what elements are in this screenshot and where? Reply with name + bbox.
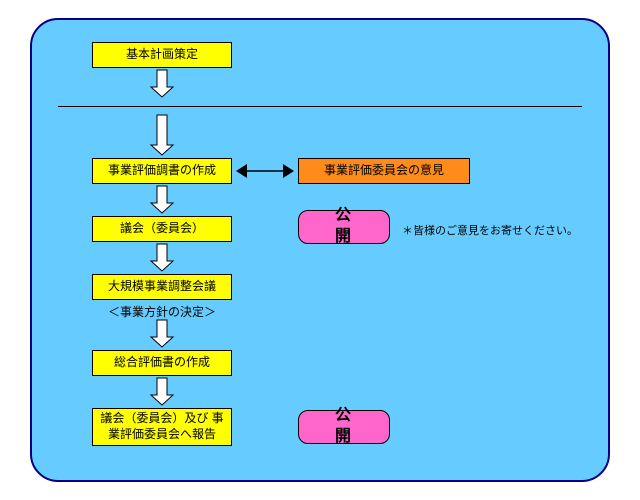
canvas: 基本計画策定 事業評価調書の作成 議会（委員会） 大規模事業調整会議 総合評価書… [0,0,640,500]
down-arrow-icon [150,186,174,214]
label: 大規模事業調整会議 [108,279,216,295]
double-arrow-icon [236,163,294,179]
label: 議会（委員会） [120,221,204,237]
down-arrow-icon [150,115,174,156]
committee-opinion: 事業評価委員会の意見 [298,158,470,184]
public-badge-2: 公開 [298,410,390,444]
down-arrow-icon [150,378,174,406]
label: 総合評価書の作成 [114,355,210,371]
label: 議会（委員会）及び 事業評価委員会へ報告 [97,411,227,442]
down-arrow-icon [150,244,174,272]
step-council: 議会（委員会） [92,216,232,242]
divider-line [58,106,582,107]
footnote: ＊皆様のご意見をお寄せください。 [402,222,578,238]
step-report-to-council: 議会（委員会）及び 事業評価委員会へ報告 [92,408,232,446]
label: 公開 [319,406,385,448]
down-arrow-icon [150,70,174,98]
label: 公開 [319,206,385,248]
decision-caption: ＜事業方針の決定＞ [92,303,232,320]
down-arrow-icon [150,320,174,348]
label: 事業評価調書の作成 [108,163,216,179]
step-large-project-mtg: 大規模事業調整会議 [92,274,232,300]
label: 基本計画策定 [126,47,198,63]
public-badge-1: 公開 [298,210,390,244]
step-eval-report: 事業評価調書の作成 [92,158,232,184]
step-comprehensive-eval: 総合評価書の作成 [92,350,232,376]
label: 事業評価委員会の意見 [324,163,444,179]
step-basic-plan: 基本計画策定 [92,42,232,68]
